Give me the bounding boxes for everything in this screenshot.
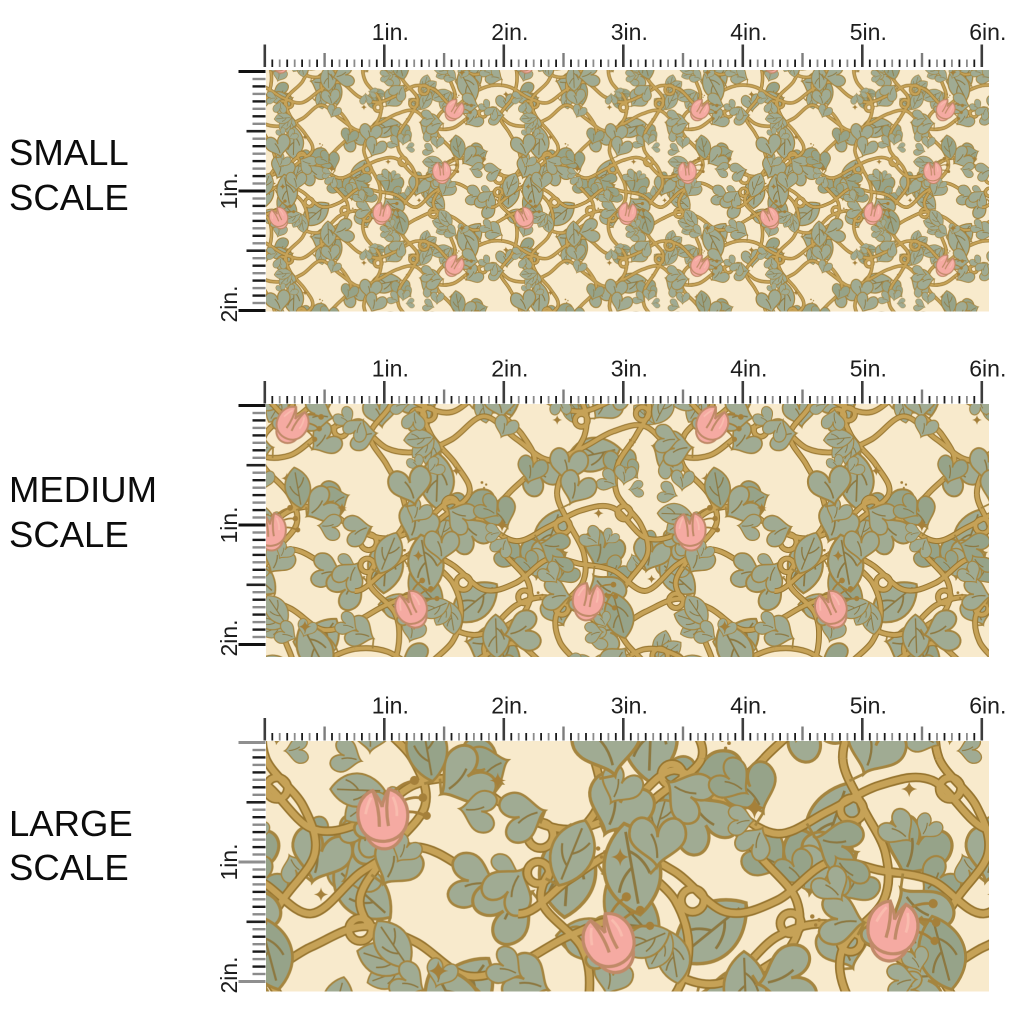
svg-text:LARGE: LARGE [9,803,133,844]
svg-text:SCALE: SCALE [9,177,129,218]
svg-text:2in.: 2in. [491,356,528,382]
svg-text:SCALE: SCALE [9,847,129,888]
svg-text:6in.: 6in. [969,356,1006,382]
svg-text:4in.: 4in. [730,19,767,45]
svg-text:SCALE: SCALE [9,514,129,555]
svg-text:5in.: 5in. [850,693,887,719]
svg-text:3in.: 3in. [611,356,648,382]
svg-text:3in.: 3in. [611,693,648,719]
svg-text:5in.: 5in. [850,356,887,382]
svg-text:4in.: 4in. [730,356,767,382]
svg-text:2in.: 2in. [216,285,242,322]
svg-text:1in.: 1in. [372,19,409,45]
svg-text:1in.: 1in. [216,506,242,543]
svg-text:1in.: 1in. [216,172,242,209]
svg-text:2in.: 2in. [491,19,528,45]
svg-text:6in.: 6in. [969,693,1006,719]
svg-text:1in.: 1in. [372,693,409,719]
svg-text:6in.: 6in. [969,19,1006,45]
svg-text:2in.: 2in. [216,956,242,993]
svg-text:4in.: 4in. [730,693,767,719]
svg-text:1in.: 1in. [216,843,242,880]
svg-text:5in.: 5in. [850,19,887,45]
svg-text:2in.: 2in. [216,619,242,656]
svg-text:2in.: 2in. [491,693,528,719]
svg-text:3in.: 3in. [611,19,648,45]
svg-text:SMALL: SMALL [9,132,129,173]
svg-text:MEDIUM: MEDIUM [9,469,157,510]
svg-text:1in.: 1in. [372,356,409,382]
